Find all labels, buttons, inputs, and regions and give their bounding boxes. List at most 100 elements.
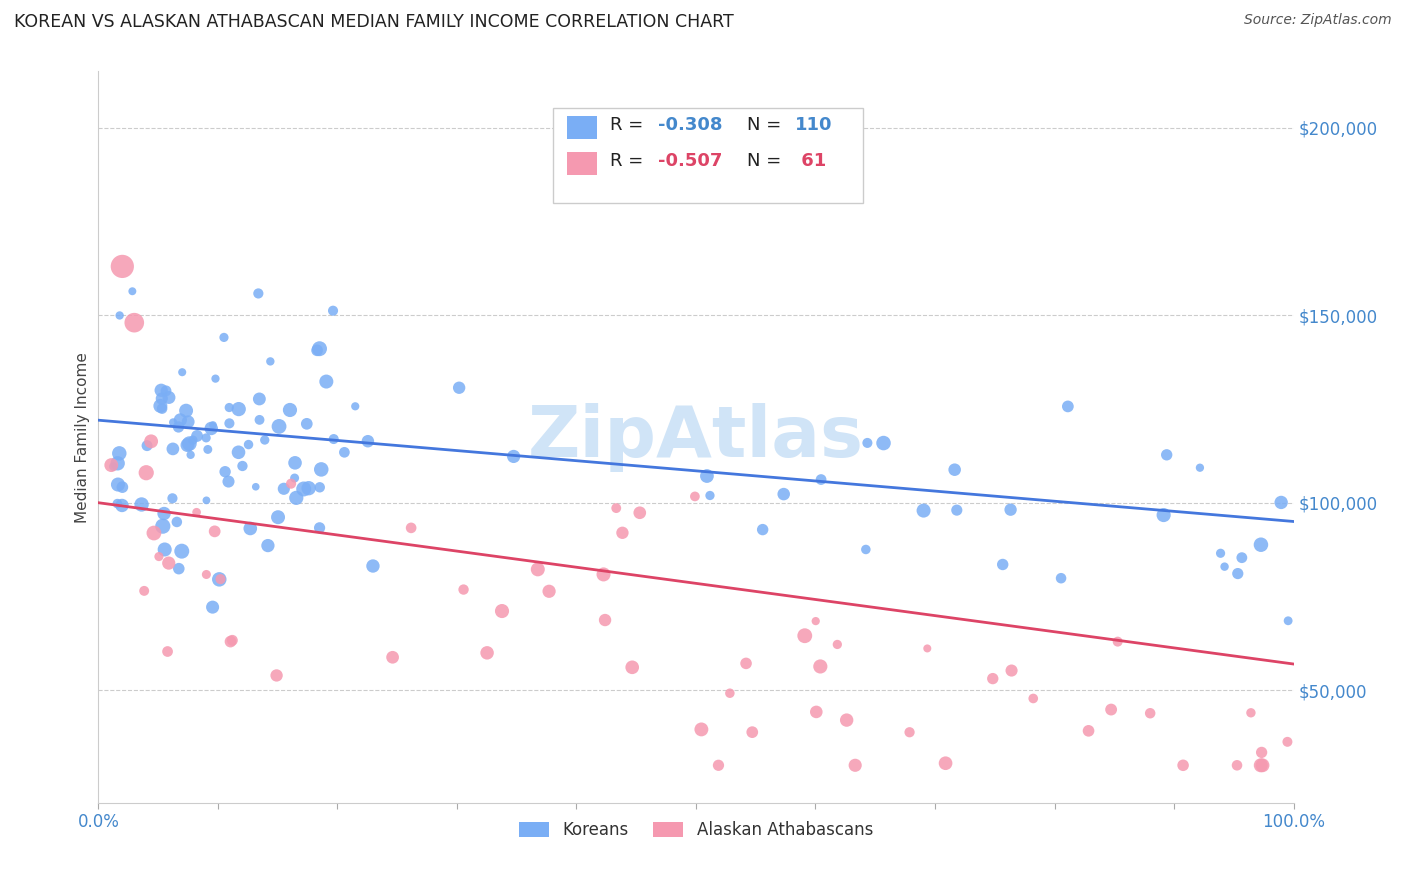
Point <box>690 723 713 737</box>
Point <box>100 458 122 472</box>
Point <box>1000 664 1022 678</box>
Point <box>827 637 849 651</box>
Point <box>134 583 156 598</box>
Point <box>399 521 422 535</box>
Point <box>153 507 176 521</box>
Point <box>221 633 243 648</box>
Point <box>218 401 240 415</box>
Text: R =: R = <box>610 153 650 170</box>
Point <box>157 391 180 405</box>
Point <box>218 417 240 431</box>
Point <box>167 420 190 434</box>
Point <box>280 476 302 491</box>
Point <box>247 392 270 406</box>
FancyBboxPatch shape <box>553 108 863 203</box>
Point <box>266 668 288 682</box>
Point <box>111 499 134 513</box>
Point <box>751 523 773 537</box>
Point <box>295 417 318 431</box>
Point <box>278 403 301 417</box>
Point <box>238 437 260 451</box>
FancyBboxPatch shape <box>567 153 596 175</box>
Point <box>292 482 315 496</box>
Point <box>153 542 176 557</box>
Point <box>333 445 356 459</box>
Point <box>150 401 173 416</box>
Point <box>219 634 242 648</box>
Point <box>177 415 200 429</box>
Text: N =: N = <box>748 153 787 170</box>
Point <box>1240 706 1263 720</box>
Point <box>1153 508 1175 522</box>
Point <box>298 481 321 495</box>
Point <box>284 456 307 470</box>
Point <box>605 501 627 516</box>
Point <box>124 316 146 330</box>
Point <box>943 463 966 477</box>
Point <box>105 497 128 511</box>
Legend: Koreans, Alaskan Athabascans: Koreans, Alaskan Athabascans <box>512 814 880 846</box>
Point <box>285 491 308 505</box>
Point <box>810 473 832 487</box>
Point <box>200 421 222 435</box>
Point <box>917 641 939 656</box>
Point <box>214 465 236 479</box>
Point <box>111 260 134 274</box>
Point <box>808 659 831 673</box>
Point <box>259 354 281 368</box>
Point <box>612 525 634 540</box>
Point <box>148 549 170 564</box>
Point <box>475 646 498 660</box>
Text: ZipAtlas: ZipAtlas <box>529 402 863 472</box>
Point <box>257 539 280 553</box>
Point <box>1250 758 1272 772</box>
Point <box>1107 634 1129 648</box>
Point <box>502 450 524 464</box>
Point <box>1226 758 1249 772</box>
Point <box>1171 758 1194 772</box>
Point <box>1022 691 1045 706</box>
Point <box>162 491 184 506</box>
Point <box>307 343 329 358</box>
Point <box>344 399 367 413</box>
Point <box>696 469 718 483</box>
Point <box>176 438 198 452</box>
Point <box>308 521 330 535</box>
Point <box>245 480 267 494</box>
Point <box>735 657 758 671</box>
Point <box>804 614 827 628</box>
Point <box>1077 723 1099 738</box>
Point <box>131 498 153 512</box>
Point <box>228 445 250 459</box>
Point <box>491 604 513 618</box>
Point <box>166 515 188 529</box>
Point <box>322 303 344 318</box>
Point <box>195 567 218 582</box>
FancyBboxPatch shape <box>567 116 596 138</box>
Point <box>231 458 253 473</box>
Point <box>142 526 165 541</box>
Point <box>284 471 307 485</box>
Point <box>179 436 201 450</box>
Point <box>741 725 763 739</box>
Point <box>208 572 231 586</box>
Point <box>162 442 184 456</box>
Point <box>150 392 173 406</box>
Text: -0.308: -0.308 <box>658 116 723 134</box>
Text: N =: N = <box>748 116 787 134</box>
Point <box>593 613 616 627</box>
Point <box>267 419 290 434</box>
Point <box>1209 546 1232 560</box>
Point <box>527 562 550 576</box>
Point <box>218 475 240 489</box>
Point <box>152 519 174 533</box>
Point <box>1099 702 1122 716</box>
Point <box>212 330 235 344</box>
Point <box>683 490 706 504</box>
Point <box>1226 566 1249 581</box>
Point <box>1057 400 1080 414</box>
Point <box>981 672 1004 686</box>
Point <box>1277 735 1299 749</box>
Point <box>793 629 815 643</box>
Point <box>155 384 177 398</box>
